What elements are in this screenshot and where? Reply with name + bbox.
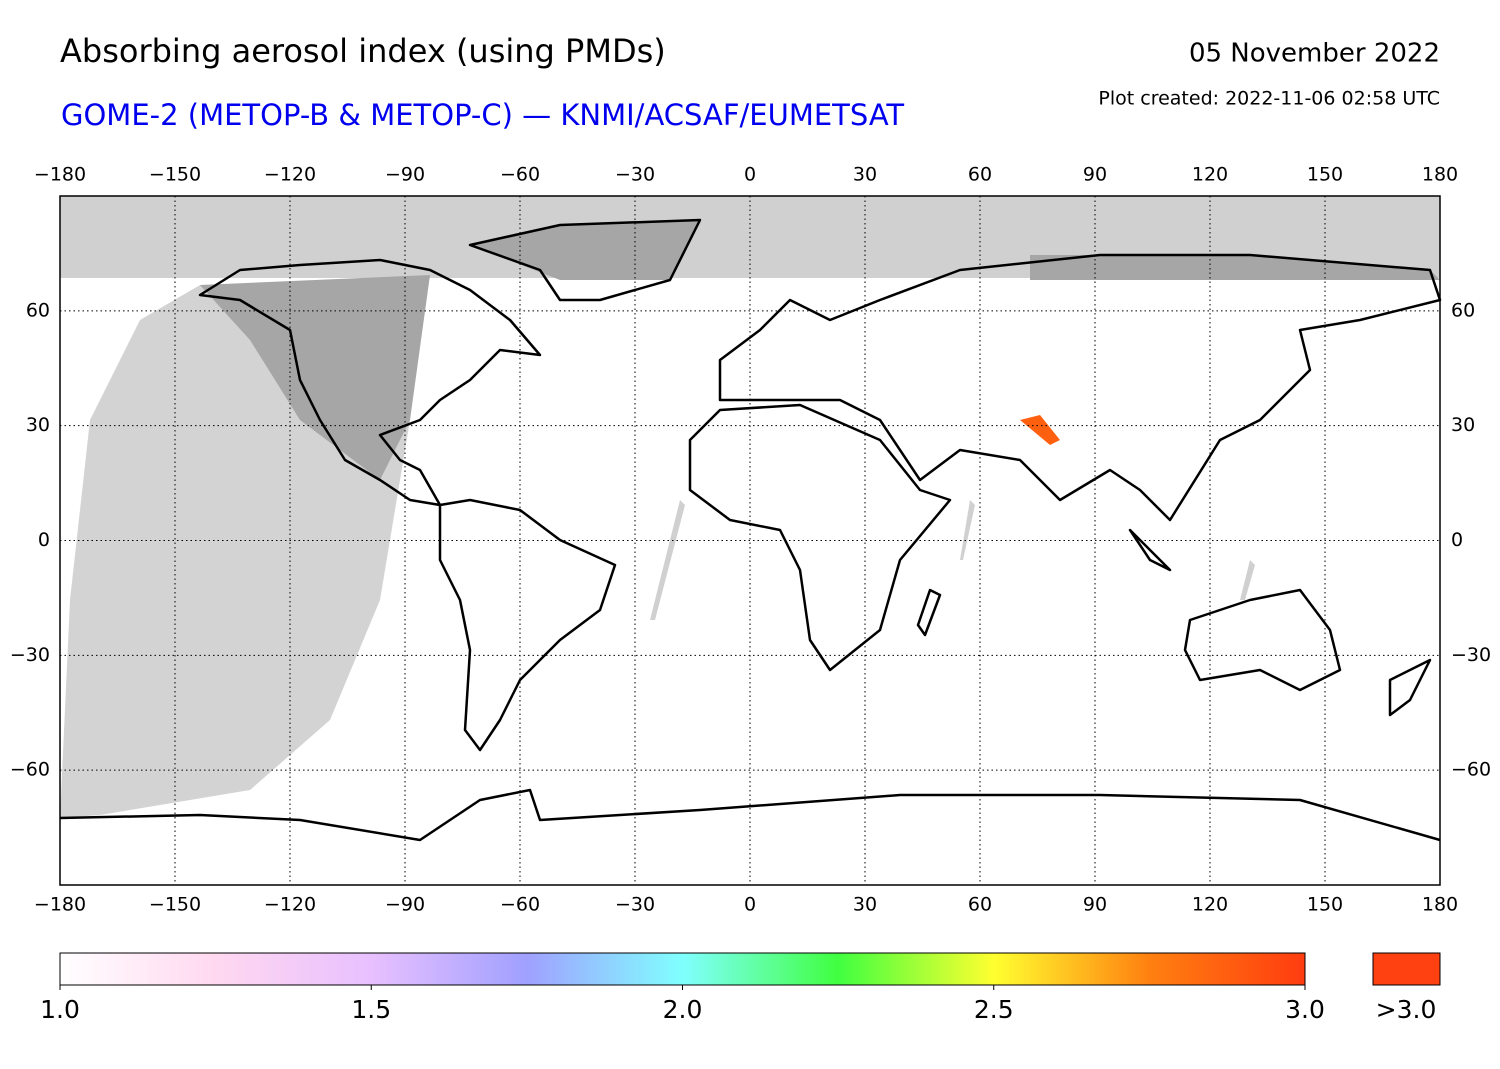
x-tick-label: 180 [1422, 164, 1458, 186]
colorbar-tick-label: 1.0 [40, 995, 80, 1024]
y-tick-label: 0 [1451, 529, 1463, 551]
colorbar-tick-label: 3.0 [1285, 995, 1325, 1024]
y-tick-label: 60 [26, 299, 50, 321]
x-tick-label: −90 [385, 894, 425, 916]
y-tick-label: −60 [10, 759, 50, 781]
x-tick-label: 150 [1307, 894, 1343, 916]
y-tick-label: 0 [38, 529, 50, 551]
x-tick-label: 90 [1083, 164, 1107, 186]
x-tick-label: −60 [500, 164, 540, 186]
y-tick-label: −60 [1451, 759, 1491, 781]
plot-created: Plot created: 2022-11-06 02:58 UTC [1098, 88, 1440, 110]
x-tick-label: 60 [968, 164, 992, 186]
y-tick-label: 60 [1451, 299, 1475, 321]
map-frame [59, 195, 1441, 886]
x-tick-label: −30 [615, 894, 655, 916]
x-tick-label: −180 [34, 894, 86, 916]
y-tick-label: 30 [26, 414, 50, 436]
x-tick-label: −90 [385, 164, 425, 186]
y-tick-label: 30 [1451, 414, 1475, 436]
x-tick-label: −150 [149, 894, 201, 916]
colorbar [59, 952, 1306, 986]
x-tick-label: 0 [744, 164, 756, 186]
x-tick-label: 120 [1192, 894, 1228, 916]
x-tick-label: −30 [615, 164, 655, 186]
colorbar-tick-label: 2.0 [663, 995, 703, 1024]
colorbar-tick-label: 2.5 [974, 995, 1014, 1024]
x-tick-label: −120 [264, 164, 316, 186]
x-tick-label: 60 [968, 894, 992, 916]
coastlines [59, 218, 1442, 842]
colorbar-tick-label: 1.5 [351, 995, 391, 1024]
colorbar-overflow-label: >3.0 [1376, 995, 1437, 1024]
x-tick-label: 180 [1422, 894, 1458, 916]
x-tick-label: 0 [744, 894, 756, 916]
x-tick-label: 30 [853, 894, 877, 916]
y-tick-label: −30 [10, 644, 50, 666]
x-tick-label: −150 [149, 164, 201, 186]
x-tick-label: 150 [1307, 164, 1343, 186]
x-tick-label: −60 [500, 894, 540, 916]
x-tick-label: −180 [34, 164, 86, 186]
x-tick-label: −120 [264, 894, 316, 916]
y-tick-label: −30 [1451, 644, 1491, 666]
x-tick-label: 30 [853, 164, 877, 186]
title: Absorbing aerosol index (using PMDs) [60, 32, 666, 70]
x-tick-label: 120 [1192, 164, 1228, 186]
date: 05 November 2022 [1189, 39, 1440, 69]
x-tick-label: 90 [1083, 894, 1107, 916]
subtitle: GOME-2 (METOP-B & METOP-C) — KNMI/ACSAF/… [61, 98, 904, 132]
colorbar-overflow [1372, 952, 1441, 986]
